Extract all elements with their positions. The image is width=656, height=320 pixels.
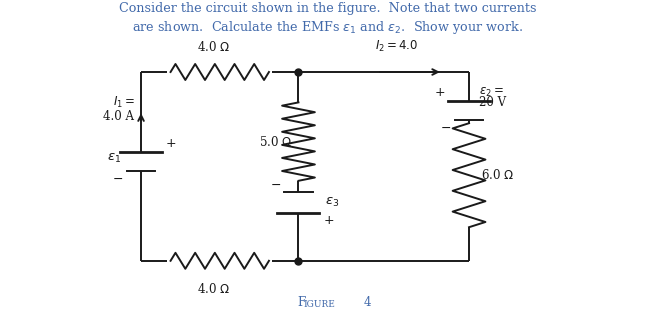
Text: 6.0 $\Omega$: 6.0 $\Omega$ bbox=[481, 168, 514, 182]
Text: 4.0 $\Omega$: 4.0 $\Omega$ bbox=[197, 40, 230, 54]
Text: F: F bbox=[297, 296, 306, 309]
Text: IGURE: IGURE bbox=[304, 300, 336, 309]
Text: 4.0 A: 4.0 A bbox=[104, 110, 134, 123]
Text: $-$: $-$ bbox=[270, 178, 281, 191]
Text: $I_2= 4.0$: $I_2= 4.0$ bbox=[375, 39, 419, 54]
Text: $+$: $+$ bbox=[323, 214, 334, 228]
Text: 4.0 $\Omega$: 4.0 $\Omega$ bbox=[197, 282, 230, 296]
Text: 20 V: 20 V bbox=[479, 96, 506, 109]
Text: 5.0 $\Omega$: 5.0 $\Omega$ bbox=[259, 135, 292, 148]
Text: $\epsilon_3$: $\epsilon_3$ bbox=[325, 196, 339, 209]
Text: $I_1=$: $I_1=$ bbox=[113, 95, 134, 110]
Text: $\epsilon_2=$: $\epsilon_2=$ bbox=[479, 86, 504, 99]
Text: Consider the circuit shown in the figure.  Note that two currents: Consider the circuit shown in the figure… bbox=[119, 2, 537, 15]
Text: $\epsilon_1$: $\epsilon_1$ bbox=[107, 152, 121, 165]
Text: 4: 4 bbox=[364, 296, 371, 309]
Text: $+$: $+$ bbox=[434, 86, 445, 99]
Text: $-$: $-$ bbox=[112, 172, 123, 185]
Text: $-$: $-$ bbox=[440, 121, 451, 134]
Text: $+$: $+$ bbox=[165, 137, 176, 150]
Text: are shown.  Calculate the EMFs $\epsilon_1$ and $\epsilon_2$.  Show your work.: are shown. Calculate the EMFs $\epsilon_… bbox=[133, 19, 523, 36]
